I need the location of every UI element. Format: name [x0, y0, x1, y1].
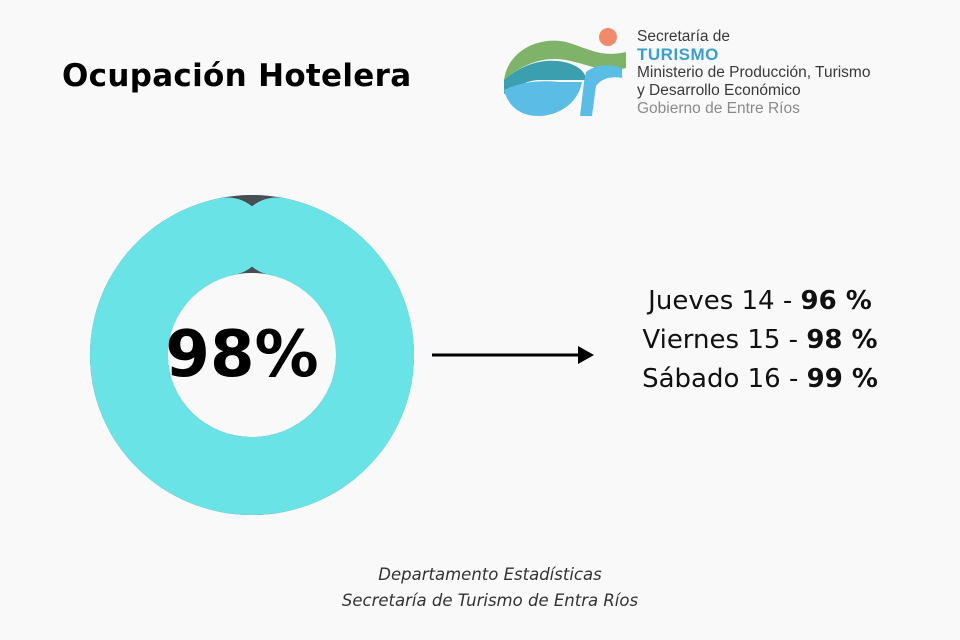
donut-center-label: 98% [165, 318, 319, 392]
day-label: Sábado 16 - [642, 364, 807, 394]
daily-occupancy-list: Jueves 14 - 96 % Viernes 15 - 98 % Sábad… [600, 282, 920, 399]
occupancy-donut-chart [90, 195, 414, 515]
logo-green-swoosh [504, 40, 626, 80]
er-logo-icon [504, 28, 626, 116]
logo-line-ministerio: Ministerio de Producción, Turismo [637, 64, 871, 81]
footer-secretaria: Secretaría de Turismo de Entra Ríos [341, 591, 639, 610]
day-value: 98 % [806, 325, 878, 355]
logo-teal-swoosh [504, 60, 586, 94]
logo-line-gobierno: Gobierno de Entre Ríos [637, 100, 800, 117]
logo-dot [599, 28, 617, 46]
logo-blue-swoosh [504, 81, 582, 116]
arrow-icon [432, 346, 594, 364]
day-row: Jueves 14 - 96 % [600, 282, 920, 321]
secretaria-turismo-logo: Secretaría de TURISMO Ministerio de Prod… [500, 28, 930, 122]
day-value: 96 % [800, 286, 872, 316]
logo-line-secretaria: Secretaría de [637, 28, 731, 45]
day-value: 99 % [806, 364, 878, 394]
page-title: Ocupación Hotelera [62, 58, 412, 94]
footer-department: Departamento Estadísticas [378, 565, 602, 584]
logo-r-shape [580, 65, 622, 116]
logo-line-turismo: TURISMO [637, 45, 719, 64]
day-label: Jueves 14 - [648, 286, 801, 316]
logo-line-desarrollo: y Desarrollo Económico [637, 82, 801, 99]
source-footer: Departamento Estadísticas Secretaría de … [240, 562, 740, 614]
donut-hole [168, 273, 336, 437]
logo-text: Secretaría de TURISMO Ministerio de Prod… [637, 28, 927, 118]
donut-slice-occupied [90, 197, 414, 515]
day-row: Sábado 16 - 99 % [600, 360, 920, 399]
day-label: Viernes 15 - [642, 325, 807, 355]
day-row: Viernes 15 - 98 % [600, 321, 920, 360]
